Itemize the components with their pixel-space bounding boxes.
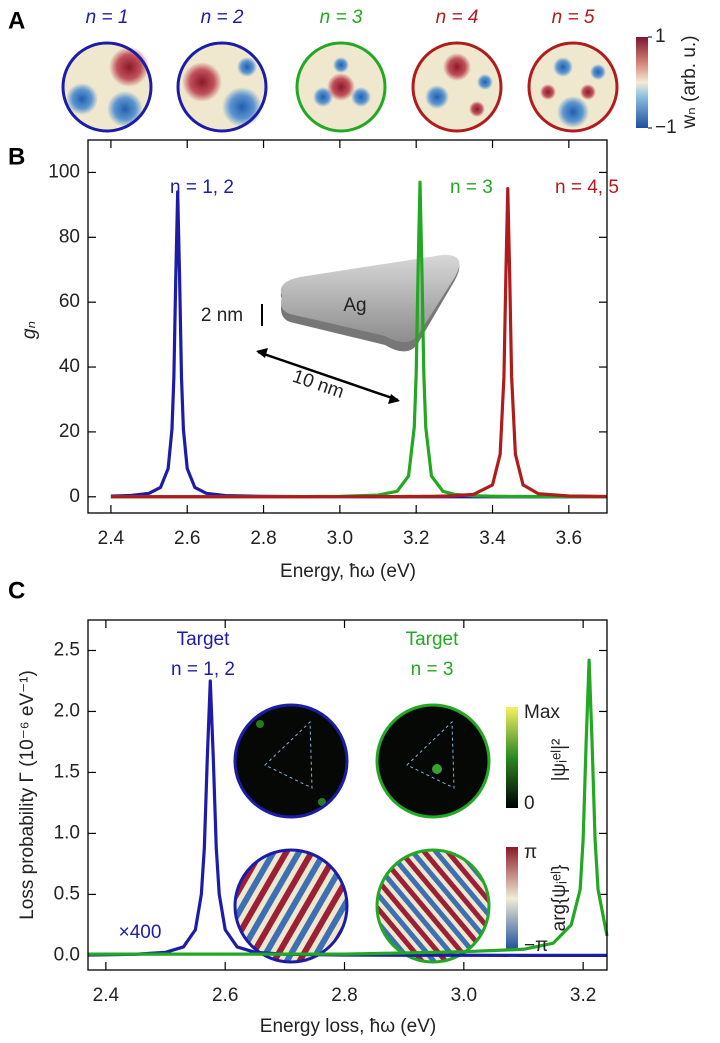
y-tick-label: 2.0 [54, 700, 80, 721]
map-lobe [333, 57, 349, 73]
y-tick-label: 40 [59, 356, 80, 377]
colorbar-tick-label: 1 [655, 26, 666, 47]
x-tick-label: 3.0 [327, 528, 353, 549]
map-label: n = 2 [201, 7, 244, 28]
series-line [110, 187, 608, 499]
colorbar-tick-label: −1 [655, 117, 677, 138]
map-border [176, 41, 268, 133]
panel-letter: C [8, 577, 25, 604]
y-axis-label: gₙ [19, 321, 40, 339]
series-line [87, 679, 607, 957]
x-tick-label: 3.2 [570, 985, 596, 1006]
map-lobe [109, 47, 149, 87]
inset-borders [233, 703, 491, 964]
map-label: n = 1 [86, 7, 129, 28]
inset-border [233, 848, 349, 964]
x-tick-label: 3.0 [451, 985, 477, 1006]
x-tick-label: 3.2 [403, 528, 429, 549]
inset-border [375, 848, 491, 964]
map-lobe [351, 87, 371, 107]
map-border [527, 41, 619, 133]
map-lobe [182, 62, 222, 102]
series-label: n = 3 [450, 177, 493, 198]
map-lobe [540, 84, 556, 100]
map-lobe [443, 53, 471, 81]
y-tick-label: 2.5 [54, 640, 80, 661]
x-tick-label: 2.6 [212, 985, 238, 1006]
series-label: n = 1, 2 [170, 177, 234, 198]
map-lobe [580, 84, 596, 100]
map-lobe [477, 74, 493, 90]
map-lobe [66, 83, 98, 115]
map-label: n = 3 [320, 7, 363, 28]
x-tick-label: 3.4 [479, 528, 506, 549]
map-lobe [553, 57, 573, 77]
map-label: n = 5 [552, 7, 595, 28]
colorbar-label: wₙ (arb. u.) [679, 35, 700, 129]
colorbar-tick-label: −π [524, 935, 548, 956]
x-tick-label: 2.8 [331, 985, 357, 1006]
map-lobe [222, 87, 262, 127]
inset-label: 2 nm [201, 305, 243, 326]
inset-title: Target [406, 629, 460, 650]
colorbar-label: arg{ψᵢᵉˡ} [549, 865, 570, 932]
x-axis-label: Energy loss, ħω (eV) [260, 1016, 436, 1037]
y-tick-label: 80 [59, 226, 80, 247]
y-tick-label: 0 [69, 486, 80, 507]
panel-letter: A [8, 7, 25, 34]
map-lobe [557, 96, 589, 128]
y-tick-label: 1.5 [54, 761, 80, 782]
y-tick-label: 0.5 [54, 883, 80, 904]
inset-border [375, 703, 491, 819]
map-lobe [237, 57, 257, 77]
x-tick-label: 2.8 [250, 528, 276, 549]
map-border [61, 41, 153, 133]
map-lobe [327, 73, 355, 101]
x-tick-label: 2.4 [98, 528, 125, 549]
colorbar [636, 37, 648, 128]
map-lobe [590, 64, 606, 80]
colorbar-label: |ψᵢᵉˡ|² [549, 739, 570, 782]
inset-label: Ag [343, 295, 366, 316]
inset-title: Target [177, 629, 231, 650]
map-lobe [425, 85, 449, 109]
y-axis-label: Loss probability Γ (10⁻⁶ eV⁻¹) [17, 670, 38, 920]
annotation: ×400 [119, 922, 162, 943]
y-tick-label: 20 [59, 421, 80, 442]
inset-particle [256, 254, 460, 404]
plot-frame [87, 139, 608, 514]
y-tick-label: 1.0 [54, 822, 80, 843]
x-axis-label: Energy, ħω (eV) [280, 561, 416, 582]
colorbar-tick-label: Max [524, 702, 560, 723]
map-lobe [469, 101, 485, 117]
colorbar-tick-label: π [524, 842, 537, 863]
x-tick-label: 3.6 [556, 528, 582, 549]
x-tick-label: 2.6 [174, 528, 200, 549]
colorbar-tick-label: 0 [524, 793, 535, 814]
y-tick-label: 0.0 [54, 944, 80, 965]
series-label: n = 4, 5 [555, 177, 619, 198]
map-lobe [107, 91, 143, 127]
map-label: n = 4 [436, 7, 479, 28]
panel-letter: B [8, 143, 25, 170]
series-line [88, 658, 609, 956]
x-tick-label: 2.4 [93, 985, 120, 1006]
inset-border [233, 703, 349, 819]
y-tick-label: 100 [48, 161, 80, 182]
map-border [411, 41, 503, 133]
map-border [295, 41, 387, 133]
plot-frame [87, 619, 608, 971]
maps: n = 1 n = 2 n = 3 n = 4 n = 5 [61, 7, 619, 133]
series-line [110, 190, 607, 499]
y-tick-label: 60 [59, 291, 80, 312]
inset-label: n = 3 [411, 659, 454, 680]
inset-label: n = 1, 2 [171, 659, 235, 680]
inset-maps [235, 705, 518, 962]
